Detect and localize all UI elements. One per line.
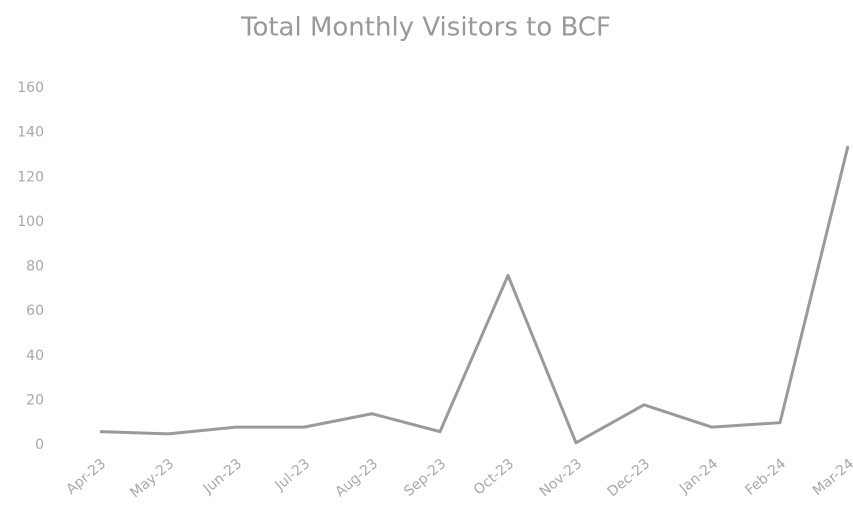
y-tick-label: 80 [26,259,44,275]
x-tick-label: Apr-23 [63,456,109,498]
y-tick-label: 0 [35,437,44,453]
x-tick-label: Nov-23 [537,456,585,500]
x-tick-label: Aug-23 [332,456,381,501]
y-tick-label: 160 [17,80,44,96]
y-tick-label: 100 [17,214,44,230]
chart-title: Total Monthly Visitors to BCF [240,13,611,43]
x-tick-label: Oct-23 [471,456,517,499]
y-tick-label: 20 [26,392,44,408]
line [99,145,850,445]
x-tick-label: Jul-23 [272,456,314,494]
x-tick-label: May-23 [127,456,177,501]
x-tick-label: Feb-24 [742,456,789,499]
x-tick-label: Jan-24 [676,456,721,498]
y-tick-label: 120 [17,169,44,185]
x-tick-label: Mar-24 [810,456,853,499]
y-tick-label: 40 [26,348,44,364]
y-tick-label: 60 [26,303,44,319]
x-tick-label: Sep-23 [401,456,449,500]
y-tick-label: 140 [17,125,44,141]
x-tick-label: Dec-23 [605,456,654,500]
x-tick-label: Jun-23 [200,456,245,498]
